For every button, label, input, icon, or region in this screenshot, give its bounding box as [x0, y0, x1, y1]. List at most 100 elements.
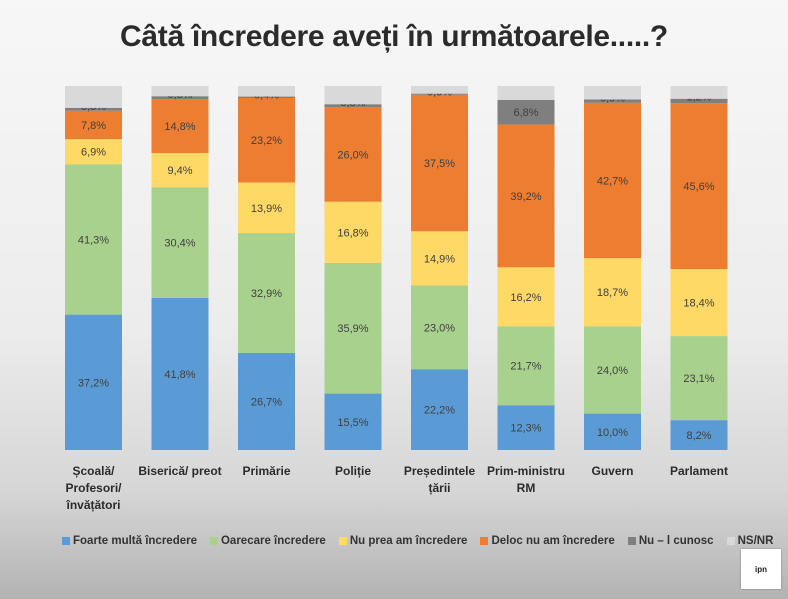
bar-segment: [584, 86, 641, 100]
legend-item: Oarecare încredere: [209, 535, 326, 547]
bar-segment: [238, 352, 295, 450]
legend-item: Deloc nu am încredere: [480, 535, 615, 547]
bar-value-label: 23,0%: [424, 322, 455, 334]
category-label: Profesori/: [65, 481, 122, 495]
bar-segment: [324, 393, 382, 450]
bar-segment: [411, 93, 468, 95]
bar-value-label: 37,5%: [424, 158, 455, 170]
stacked-bar-chart: 37,2%41,3%6,9%7,8%0,8%Școală/Profesori/î…: [65, 86, 728, 512]
legend-item: Nu – l cunosc: [627, 535, 714, 547]
bar-segment: [238, 96, 295, 99]
chart-legend: Foarte multă încredere Oarecare încredere…: [62, 533, 773, 549]
bar-segment: [151, 99, 209, 153]
category-label: Primărie: [242, 464, 290, 478]
bar-segment: [411, 86, 468, 94]
bar-value-label: 42,7%: [597, 175, 628, 187]
legend-label: Deloc nu am încredere: [491, 535, 615, 547]
bar-value-label: 13,9%: [251, 203, 282, 215]
legend-swatch: [338, 537, 347, 545]
legend-swatch: [726, 537, 735, 545]
bar-value-label: 32,9%: [251, 288, 282, 300]
bar-value-label: 12,3%: [510, 423, 541, 435]
bar-segment: [497, 326, 555, 406]
bar-value-label: 14,8%: [164, 121, 195, 133]
legend-label: NS/NR: [737, 535, 774, 547]
bar-value-label: 14,9%: [424, 253, 455, 265]
legend-swatch: [209, 537, 218, 545]
bar-value-label: 35,9%: [337, 323, 368, 335]
category-label: Prim-ministru: [487, 464, 565, 478]
legend-swatch: [62, 537, 70, 545]
bar-segment: [497, 86, 555, 100]
bar-value-label: 26,0%: [337, 149, 368, 161]
bar-segment: [238, 182, 295, 234]
bar-segment: [65, 314, 122, 450]
bar-value-label: 39,2%: [510, 191, 541, 203]
category-label: Poliție: [335, 464, 371, 478]
bar-segment: [238, 86, 295, 97]
bar-value-label: 16,8%: [337, 227, 368, 239]
bar-value-label: 15,5%: [337, 417, 368, 429]
category-label: țării: [428, 481, 450, 495]
bar-segment: [65, 107, 122, 111]
bar-value-label: 6,8%: [513, 107, 538, 119]
ipn-logo: ipn: [741, 549, 781, 589]
bar-segment: [411, 231, 468, 286]
bar-segment: [670, 269, 728, 337]
bar-value-label: 23,1%: [683, 373, 714, 385]
bar-value-label: 10,0%: [597, 427, 628, 439]
legend-label: Nu prea am încredere: [349, 535, 468, 547]
bar-value-label: 8,2%: [686, 430, 711, 442]
legend-item: NS/NR: [726, 535, 774, 547]
category-label: RM: [517, 481, 536, 495]
bar-segment: [584, 258, 641, 327]
legend-item: Nu prea am încredere: [338, 535, 468, 547]
legend-swatch: [627, 537, 636, 545]
bar-segment: [151, 152, 209, 188]
category-label: Biserică/ preot: [138, 464, 221, 478]
bar-segment: [670, 336, 728, 421]
bar-segment: [411, 94, 468, 232]
bar-segment: [65, 86, 122, 108]
category-label: Școală/: [72, 464, 115, 478]
bar-segment: [238, 233, 295, 353]
bar-segment: [497, 405, 555, 450]
chart-title: Câtă încredere aveți în următoarele.....…: [120, 20, 668, 53]
legend-item: Foarte multă încredere: [62, 535, 197, 547]
bar-segment: [324, 104, 382, 108]
bar-segment: [670, 98, 728, 104]
legend-label: Foarte multă încredere: [73, 535, 197, 547]
bar-segment: [670, 420, 728, 450]
bar-value-label: 16,2%: [510, 292, 541, 304]
bar-segment: [324, 201, 382, 263]
bar-segment: [497, 99, 555, 125]
bar-segment: [151, 86, 209, 97]
category-label: Președintele: [404, 464, 476, 478]
bar-segment: [238, 98, 295, 183]
bar-segment: [411, 285, 468, 370]
category-label: învățători: [65, 498, 120, 512]
bar-segment: [584, 102, 641, 259]
bar-value-label: 45,6%: [683, 181, 714, 193]
bar-segment: [151, 297, 209, 450]
bar-segment: [584, 99, 641, 103]
bar-segment: [65, 139, 122, 165]
bar-segment: [324, 262, 382, 394]
bar-value-label: 23,2%: [251, 135, 282, 147]
bar-value-label: 41,3%: [78, 234, 109, 246]
bar-segment: [151, 96, 209, 100]
bar-value-label: 18,4%: [683, 298, 714, 310]
bar-value-label: 24,0%: [597, 365, 628, 377]
logo-text: ipn: [755, 564, 767, 574]
bar-value-label: 30,4%: [164, 238, 195, 250]
bar-segment: [324, 107, 382, 202]
bar-value-label: 22,2%: [424, 405, 455, 417]
category-label: Parlament: [670, 464, 728, 478]
bar-segment: [497, 267, 555, 327]
bar-value-label: 26,7%: [251, 396, 282, 408]
bar-segment: [151, 187, 209, 298]
bar-value-label: 21,7%: [510, 361, 541, 373]
bar-segment: [65, 164, 122, 315]
bar-segment: [584, 413, 641, 450]
bar-value-label: 7,8%: [81, 120, 106, 132]
